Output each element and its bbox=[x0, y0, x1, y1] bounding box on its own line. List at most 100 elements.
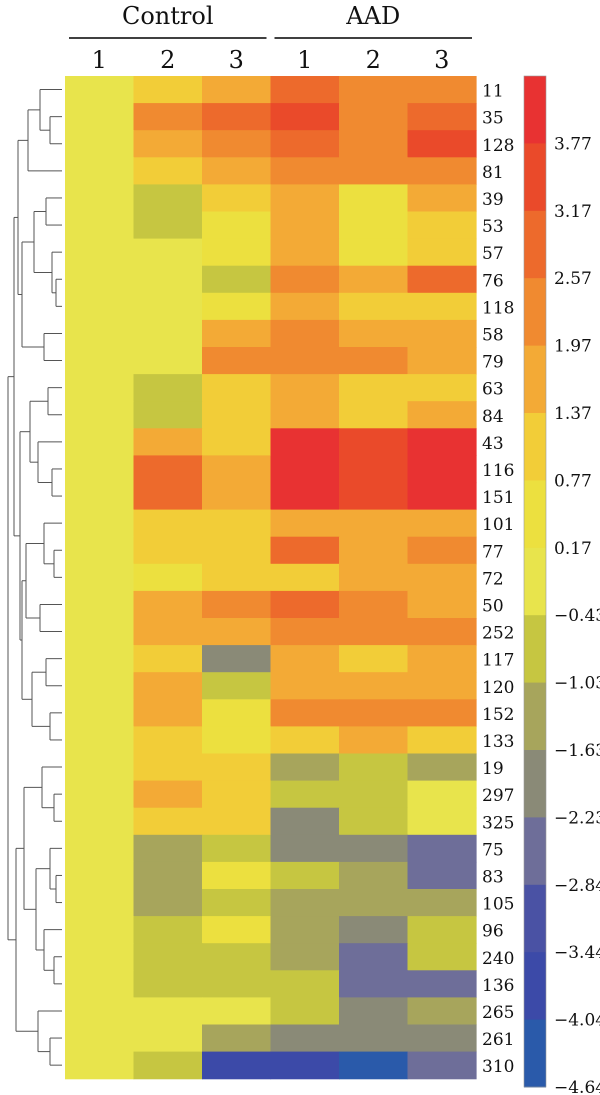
heatmap-cell bbox=[65, 374, 135, 402]
heatmap-cell bbox=[339, 428, 409, 456]
heatmap-cell bbox=[133, 157, 203, 185]
heatmap-cell bbox=[339, 997, 409, 1026]
color-scale-band bbox=[524, 278, 546, 347]
heatmap-cell bbox=[270, 130, 340, 158]
heatmap-cell bbox=[407, 184, 477, 213]
heatmap-cell bbox=[407, 834, 477, 863]
heatmap-cell bbox=[339, 1051, 409, 1080]
heatmap-cell bbox=[202, 536, 272, 565]
heatmap-cell bbox=[407, 997, 477, 1026]
row-label: 136 bbox=[482, 976, 514, 996]
heatmap-cell bbox=[133, 1051, 203, 1080]
heatmap-cell bbox=[407, 292, 477, 321]
heatmap-cell bbox=[407, 455, 477, 484]
row-label: 265 bbox=[482, 1003, 514, 1023]
row-label: 151 bbox=[482, 488, 514, 508]
heatmap-cell bbox=[407, 699, 477, 727]
heatmap-cell bbox=[407, 536, 477, 565]
heatmap-cell bbox=[202, 699, 272, 727]
color-scale-tick-label: 3.17 bbox=[554, 202, 592, 222]
row-label: 19 bbox=[482, 759, 504, 779]
heatmap-cell bbox=[339, 265, 409, 294]
heatmap-cell bbox=[339, 319, 409, 348]
heatmap-cell bbox=[133, 780, 203, 809]
row-label: 297 bbox=[482, 786, 514, 806]
column-label: 2 bbox=[160, 46, 175, 74]
heatmap-cell bbox=[339, 590, 409, 619]
heatmap-cell bbox=[407, 130, 477, 158]
heatmap-cell bbox=[407, 590, 477, 619]
heatmap-cell bbox=[407, 157, 477, 185]
heatmap-cell bbox=[339, 184, 409, 213]
heatmap-cell bbox=[202, 184, 272, 213]
heatmap-cell bbox=[270, 726, 340, 755]
row-label: 105 bbox=[482, 895, 514, 915]
heatmap-cell bbox=[407, 238, 477, 267]
row-label: 152 bbox=[482, 705, 514, 725]
row-label: 133 bbox=[482, 732, 514, 752]
color-scale-band bbox=[524, 682, 546, 751]
column-label: 1 bbox=[92, 46, 107, 74]
heatmap-cell bbox=[65, 780, 135, 809]
heatmap-cell bbox=[133, 943, 203, 971]
heatmap-cell bbox=[270, 672, 340, 700]
color-scale-band bbox=[524, 952, 546, 1021]
heatmap-cell bbox=[339, 455, 409, 484]
heatmap-cell bbox=[339, 563, 409, 592]
row-label: 118 bbox=[482, 298, 514, 318]
row-label: 77 bbox=[482, 542, 504, 562]
heatmap-cell bbox=[133, 482, 203, 511]
color-scale-tick-label: −4.04 bbox=[554, 1011, 600, 1031]
heatmap-cell bbox=[339, 292, 409, 321]
heatmap-cell bbox=[202, 563, 272, 592]
heatmap-cell bbox=[65, 536, 135, 565]
heatmap-cell bbox=[407, 645, 477, 673]
color-scale-tick-label: −1.63 bbox=[554, 741, 600, 761]
heatmap-cell bbox=[339, 347, 409, 375]
heatmap-cell bbox=[339, 699, 409, 727]
heatmap-cell bbox=[339, 238, 409, 267]
heatmap-cell bbox=[339, 943, 409, 971]
heatmap-cell bbox=[133, 319, 203, 348]
heatmap-cell bbox=[270, 618, 340, 646]
color-scale-band bbox=[524, 750, 546, 818]
heatmap-cell bbox=[202, 76, 272, 104]
heatmap-cell bbox=[65, 861, 135, 890]
heatmap-cell bbox=[407, 861, 477, 890]
row-label: 53 bbox=[482, 217, 504, 237]
color-scale-tick-label: 3.77 bbox=[554, 134, 592, 154]
heatmap-cell bbox=[133, 292, 203, 321]
row-label: 116 bbox=[482, 461, 514, 481]
heatmap-cell bbox=[202, 319, 272, 348]
heatmap-cell bbox=[202, 807, 272, 836]
column-label: 3 bbox=[229, 46, 244, 74]
heatmap-cell bbox=[65, 292, 135, 321]
heatmap-cell bbox=[65, 943, 135, 971]
heatmap-cell bbox=[65, 753, 135, 782]
color-scale-tick-label: 2.57 bbox=[554, 269, 592, 289]
heatmap-cell bbox=[339, 753, 409, 782]
heatmap-cell bbox=[133, 1024, 203, 1053]
heatmap-cell bbox=[407, 726, 477, 755]
heatmap-cell bbox=[270, 319, 340, 348]
heatmap-cell bbox=[339, 482, 409, 511]
color-scale-band bbox=[524, 345, 546, 414]
heatmap-cell bbox=[133, 970, 203, 998]
column-label: 2 bbox=[366, 46, 381, 74]
heatmap-cell bbox=[407, 76, 477, 104]
heatmap-cell bbox=[133, 374, 203, 402]
heatmap-cell bbox=[202, 834, 272, 863]
heatmap-cell bbox=[270, 347, 340, 375]
heatmap-cell bbox=[339, 726, 409, 755]
heatmap-cell bbox=[202, 753, 272, 782]
heatmap-cell bbox=[270, 997, 340, 1026]
heatmap-cell bbox=[270, 780, 340, 809]
heatmap-cell bbox=[65, 157, 135, 185]
heatmap-cell bbox=[270, 916, 340, 944]
heatmap-cell bbox=[407, 401, 477, 429]
heatmap-cell bbox=[202, 943, 272, 971]
heatmap-cell bbox=[407, 374, 477, 402]
heatmap-cell bbox=[202, 238, 272, 267]
row-label: 240 bbox=[482, 949, 514, 969]
heatmap-cell bbox=[270, 292, 340, 321]
